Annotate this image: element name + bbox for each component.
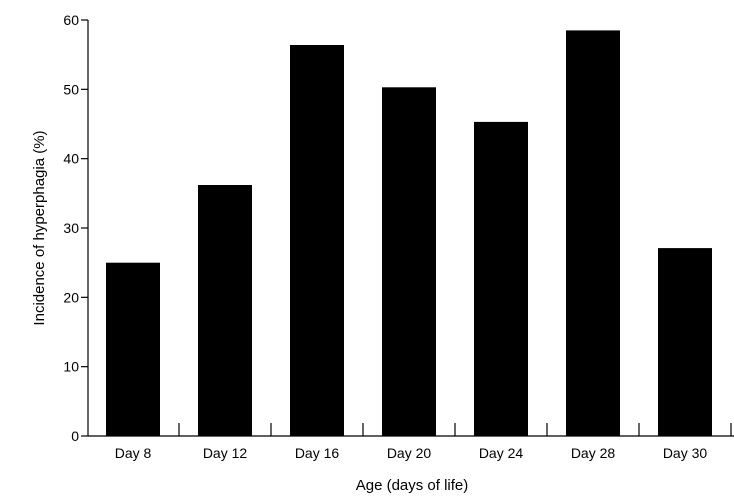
bar (658, 248, 712, 436)
y-tick-label: 60 (63, 12, 79, 28)
bars-group (106, 30, 712, 437)
bar (566, 30, 620, 437)
x-tick-label: Day 20 (387, 445, 432, 461)
bar (198, 185, 252, 436)
y-tick-label: 50 (63, 81, 79, 97)
y-tick-label: 30 (63, 220, 79, 236)
y-axis-title: Incidence of hyperphagia (%) (31, 130, 48, 325)
x-tick-label: Day 28 (571, 445, 616, 461)
x-tick-label: Day 24 (479, 445, 524, 461)
x-axis: Day 8 Day 12 Day 16 Day 20 Day 24 Day 28 Day 3… (88, 423, 734, 461)
y-tick-label: 40 (63, 151, 79, 167)
x-tick-label: Day 16 (295, 445, 340, 461)
x-axis-title: Age (days of life) (356, 477, 469, 494)
bar (106, 262, 160, 436)
y-axis: 0 10 20 30 40 50 60 (63, 12, 89, 444)
x-tick-label: Day 8 (115, 445, 152, 461)
y-tick-label: 0 (71, 428, 79, 444)
bar (290, 45, 344, 436)
y-tick-label: 10 (63, 359, 79, 375)
bar (382, 87, 436, 437)
x-tick-label: Day 30 (663, 445, 708, 461)
y-tick-label: 20 (63, 289, 79, 305)
bar (474, 121, 528, 437)
x-tick-label: Day 12 (203, 445, 248, 461)
